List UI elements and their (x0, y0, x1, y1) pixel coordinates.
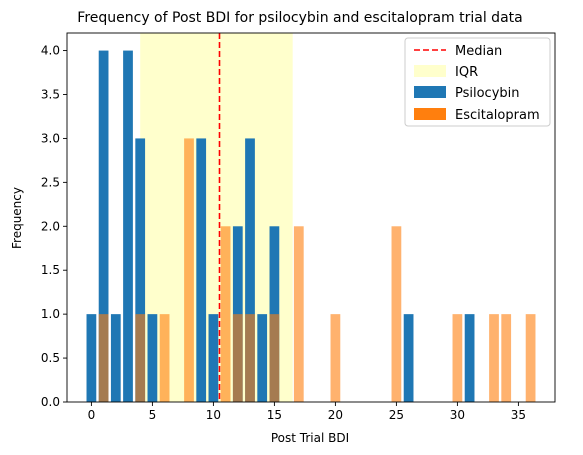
psilocybin-bar (196, 138, 207, 402)
escitalopram-bar (489, 314, 499, 402)
legend-iqr-label: IQR (455, 65, 478, 80)
axes: 0 5 10 15 20 25 30 35 0.0 0.5 1.0 1.5 2.0 2.5 3.0 3.5 4.… (41, 32, 556, 422)
psilocybin-bar (98, 50, 109, 402)
y-tick-label: 1.5 (41, 263, 60, 277)
y-tick-label: 4.0 (41, 44, 60, 58)
escitalopram-bar (98, 314, 109, 402)
psilocybin-bar (123, 50, 133, 402)
plot-frame (66, 32, 556, 403)
psilocybin-bar (208, 314, 219, 402)
psilocybin-bar (135, 138, 146, 402)
x-tick-label: 15 (267, 408, 282, 422)
psilocybin-bar (147, 314, 158, 402)
y-tick-label: 0.5 (41, 351, 60, 365)
plot-area (86, 33, 536, 402)
legend-psilocybin-label: Psilocybin (455, 86, 520, 101)
escitalopram-bar (232, 314, 243, 402)
y-tick-label: 1.0 (41, 307, 60, 321)
y-tick-label: 3.0 (41, 131, 60, 145)
escitalopram-bar (245, 314, 255, 402)
psilocybin-bar (245, 138, 255, 402)
escitalopram-bar (452, 314, 463, 402)
y-tick-label: 2.5 (41, 175, 60, 189)
x-tick-label: 35 (511, 408, 526, 422)
psilocybin-bar (257, 314, 268, 402)
x-tick-label: 5 (149, 408, 157, 422)
escitalopram-bar (391, 226, 402, 402)
legend-escitalopram-label: Escitalopram (455, 108, 540, 123)
x-tick-label: 30 (450, 408, 465, 422)
psilocybin-bar (86, 314, 97, 402)
psilocybin-bar (403, 314, 414, 402)
x-axis-label: Post Trial BDI (271, 431, 349, 445)
x-tick-label: 20 (328, 408, 343, 422)
legend-box (404, 37, 551, 127)
escitalopram-bar (293, 226, 304, 402)
chart-title: Frequency of Post BDI for psilocybin and… (77, 10, 522, 26)
escitalopram-bar (184, 138, 194, 402)
escitalopram-bar (220, 226, 231, 402)
legend-median-label: Median (455, 44, 502, 59)
y-axis-label: Frequency (10, 187, 24, 249)
psilocybin-bar (464, 314, 475, 402)
y-tick-label: 3.5 (41, 88, 60, 102)
escitalopram-bar (525, 314, 536, 402)
legend: Median IQR Psilocybin Escitalopram (404, 37, 551, 127)
y-tick-label: 0.0 (41, 395, 60, 409)
y-tick-label: 2.0 (41, 219, 60, 233)
x-tick-label: 0 (88, 408, 96, 422)
x-tick-label: 10 (206, 408, 221, 422)
legend-psilocybin-swatch (414, 86, 446, 98)
legend-escitalopram-swatch (414, 108, 446, 120)
escitalopram-bar (159, 314, 170, 402)
escitalopram-bar (501, 314, 512, 402)
x-tick-label: 25 (389, 408, 404, 422)
legend-iqr-swatch (414, 65, 446, 77)
escitalopram-bar (135, 314, 146, 402)
psilocybin-bar (110, 314, 121, 402)
escitalopram-bar (330, 314, 341, 402)
escitalopram-bar (269, 314, 280, 402)
